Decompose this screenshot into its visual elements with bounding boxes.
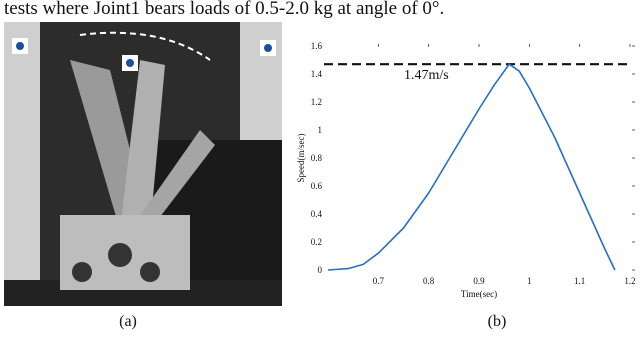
y-tick-label: 0.4	[311, 209, 323, 219]
body-text: tests where Joint1 bears loads of 0.5-2.…	[4, 0, 444, 19]
y-tick-label: 0.6	[311, 181, 323, 191]
y-tick-label: 1.6	[311, 41, 323, 51]
y-tick-label: 1.2	[311, 97, 322, 107]
y-tick-label: 0	[318, 265, 323, 275]
y-tick-label: 0.2	[311, 237, 322, 247]
y-tick-label: 1	[318, 125, 323, 135]
annotation: 1.47m/s	[404, 68, 449, 83]
y-axis-label: Speed(m/sec)	[296, 134, 306, 183]
x-axis-label: Time(sec)	[461, 289, 497, 299]
x-tick-label: 1.1	[574, 276, 585, 286]
x-tick-label: 0.8	[423, 276, 435, 286]
data-line	[327, 63, 616, 271]
caption: (a)	[119, 313, 137, 330]
caption: (b)	[488, 313, 507, 330]
photo	[4, 22, 282, 306]
y-tick-label: 1.4	[311, 69, 323, 79]
x-tick-label: 1.2	[624, 276, 635, 286]
x-tick-label: 0.7	[373, 276, 385, 286]
x-tick-label: 1	[527, 276, 532, 286]
x-tick-label: 0.9	[473, 276, 485, 286]
y-tick-label: 0.8	[311, 153, 323, 163]
